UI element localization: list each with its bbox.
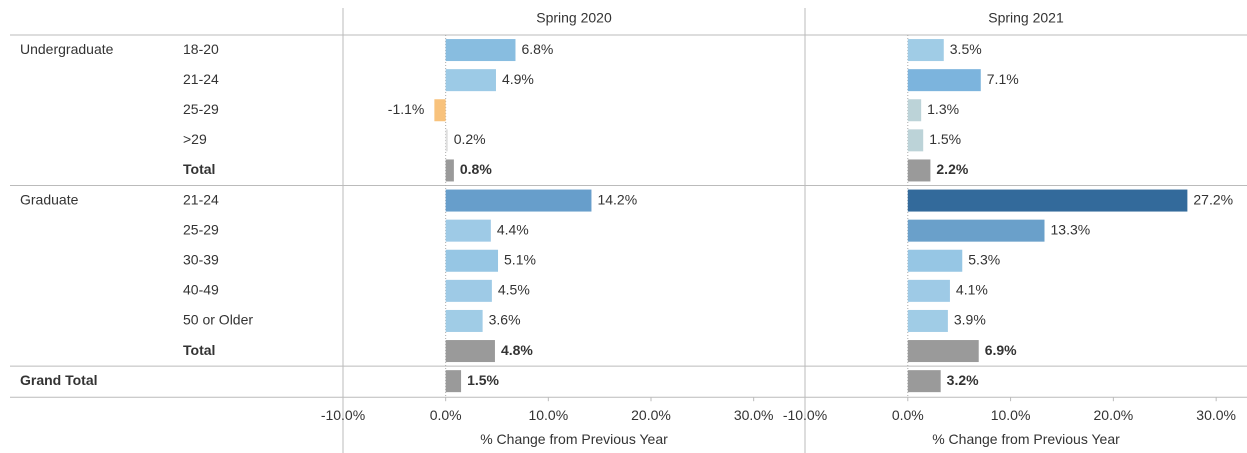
bar	[445, 129, 448, 152]
value-label: 4.9%	[502, 71, 534, 87]
row-label: 21-24	[183, 71, 219, 87]
value-label: 2.2%	[936, 161, 968, 177]
x-tick-label: 20.0%	[1094, 407, 1134, 423]
row-label: 25-29	[183, 221, 219, 237]
value-label: -1.1%	[388, 101, 425, 117]
value-label: 4.5%	[498, 282, 530, 298]
row-label: 50 or Older	[183, 312, 253, 328]
value-label: 4.1%	[956, 282, 988, 298]
row-label: 40-49	[183, 282, 219, 298]
bar	[445, 39, 516, 62]
bar	[907, 39, 944, 62]
group-label: Undergraduate	[20, 41, 114, 57]
bar	[907, 219, 1045, 242]
x-tick-label: 30.0%	[734, 407, 774, 423]
value-label: 7.1%	[987, 71, 1019, 87]
bar	[445, 370, 462, 393]
row-label: >29	[183, 131, 207, 147]
x-tick-label: 0.0%	[430, 407, 462, 423]
bar	[445, 69, 496, 92]
row-label: 25-29	[183, 101, 219, 117]
value-label: 0.2%	[454, 131, 486, 147]
bar	[445, 159, 454, 182]
value-label: 3.2%	[947, 372, 979, 388]
row-label: 18-20	[183, 41, 219, 57]
x-tick-label: -10.0%	[321, 407, 365, 423]
row-label: Total	[183, 342, 215, 358]
value-label: 1.3%	[927, 101, 959, 117]
x-tick-label: 10.0%	[991, 407, 1031, 423]
value-label: 1.5%	[929, 131, 961, 147]
group-label: Graduate	[20, 191, 79, 207]
value-label: 3.9%	[954, 312, 986, 328]
bar	[434, 99, 446, 122]
value-label: 3.6%	[489, 312, 521, 328]
bar	[445, 279, 492, 302]
value-label: 14.2%	[597, 191, 637, 207]
value-label: 4.4%	[497, 221, 529, 237]
bar	[445, 340, 495, 363]
value-label: 27.2%	[1193, 191, 1233, 207]
bar	[445, 309, 483, 332]
bar	[907, 159, 931, 182]
group-label: Grand Total	[20, 372, 98, 388]
value-label: 1.5%	[467, 372, 499, 388]
bar	[907, 249, 963, 272]
x-tick-label: 20.0%	[631, 407, 671, 423]
bar	[907, 370, 941, 393]
bar	[445, 189, 592, 212]
bar	[445, 249, 499, 272]
row-label: 21-24	[183, 191, 219, 207]
bar	[445, 219, 491, 242]
x-axis-title: % Change from Previous Year	[480, 431, 668, 447]
value-label: 3.5%	[950, 41, 982, 57]
value-label: 0.8%	[460, 161, 492, 177]
panel-header: Spring 2021	[988, 10, 1064, 26]
bar	[907, 309, 948, 332]
row-label: Total	[183, 161, 215, 177]
value-label: 6.9%	[985, 342, 1017, 358]
value-label: 6.8%	[521, 41, 553, 57]
value-label: 5.3%	[968, 251, 1000, 267]
row-label: 30-39	[183, 251, 219, 267]
value-label: 5.1%	[504, 251, 536, 267]
bar	[907, 129, 924, 152]
bar	[907, 340, 979, 363]
bar	[907, 189, 1188, 212]
value-label: 4.8%	[501, 342, 533, 358]
panel-header: Spring 2020	[536, 10, 612, 26]
bar	[907, 279, 950, 302]
x-tick-label: 0.0%	[892, 407, 924, 423]
x-axis-title: % Change from Previous Year	[932, 431, 1120, 447]
bar	[907, 69, 981, 92]
x-tick-label: 30.0%	[1196, 407, 1236, 423]
value-label: 13.3%	[1051, 221, 1091, 237]
x-tick-label: 10.0%	[528, 407, 568, 423]
x-tick-label: -10.0%	[783, 407, 827, 423]
bar	[907, 99, 922, 122]
